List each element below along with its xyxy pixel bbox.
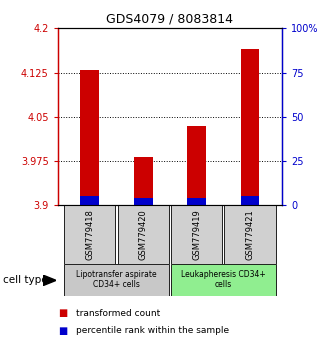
Text: GSM779418: GSM779418 [85,209,94,260]
Text: Lipotransfer aspirate
CD34+ cells: Lipotransfer aspirate CD34+ cells [76,270,157,289]
Bar [241,196,259,205]
Text: ■: ■ [58,326,67,336]
Text: ■: ■ [58,308,67,318]
Bar [224,205,276,264]
Bar [117,205,169,264]
Text: GSM779419: GSM779419 [192,209,201,260]
Bar [171,264,276,296]
Bar [134,157,152,205]
Bar [134,198,152,205]
Bar [187,126,206,205]
Bar [187,198,206,205]
Text: cell type: cell type [3,275,48,285]
Bar [64,205,115,264]
Text: transformed count: transformed count [76,309,160,318]
Bar [171,205,222,264]
Bar [64,264,169,296]
Text: GSM779420: GSM779420 [139,209,148,260]
Text: Leukapheresis CD34+
cells: Leukapheresis CD34+ cells [181,270,266,289]
Text: percentile rank within the sample: percentile rank within the sample [76,326,229,336]
Text: GSM779421: GSM779421 [246,209,254,260]
Title: GDS4079 / 8083814: GDS4079 / 8083814 [107,13,233,26]
Bar [81,196,99,205]
Bar [241,49,259,205]
Bar [81,70,99,205]
Polygon shape [43,275,56,286]
